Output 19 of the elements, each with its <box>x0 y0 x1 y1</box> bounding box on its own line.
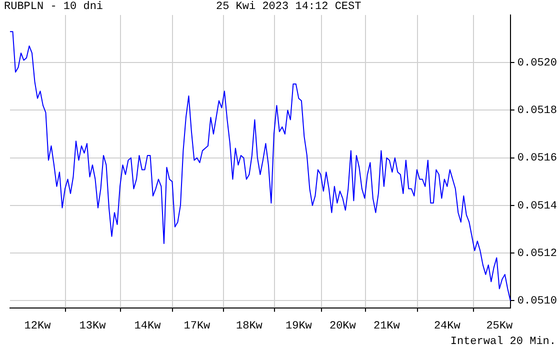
y-tick-label: 0.0512 <box>517 248 558 260</box>
chart-title: RUBPLN - 10 dni <box>4 1 104 13</box>
x-tick-label: 19Kw <box>285 320 312 332</box>
x-tick-label: 12Kw <box>24 320 52 332</box>
x-tick-label: 20Kw <box>329 320 356 332</box>
y-tick-label: 0.0516 <box>517 152 558 165</box>
text: Interwal 20 Min. <box>450 336 556 348</box>
y-tick-label: 0.0520 <box>517 58 558 70</box>
y-tick-label: 0.0510 <box>517 296 558 308</box>
x-tick-label: 21Kw <box>373 320 400 332</box>
x-tick-label: 13Kw <box>79 320 106 332</box>
y-tick-label: 0.0514 <box>517 200 558 212</box>
x-tick-label: 24Kw <box>434 320 461 332</box>
x-tick-label: 25Kw <box>486 320 513 332</box>
x-tick-label: 17Kw <box>184 320 211 332</box>
y-tick-label: 0.0518 <box>517 105 558 118</box>
chart-subtitle: 25 Kwi 2023 14:12 CEST <box>216 1 362 13</box>
x-tick-label: 14Kw <box>134 320 162 332</box>
x-tick-label: 18Kw <box>236 320 263 332</box>
